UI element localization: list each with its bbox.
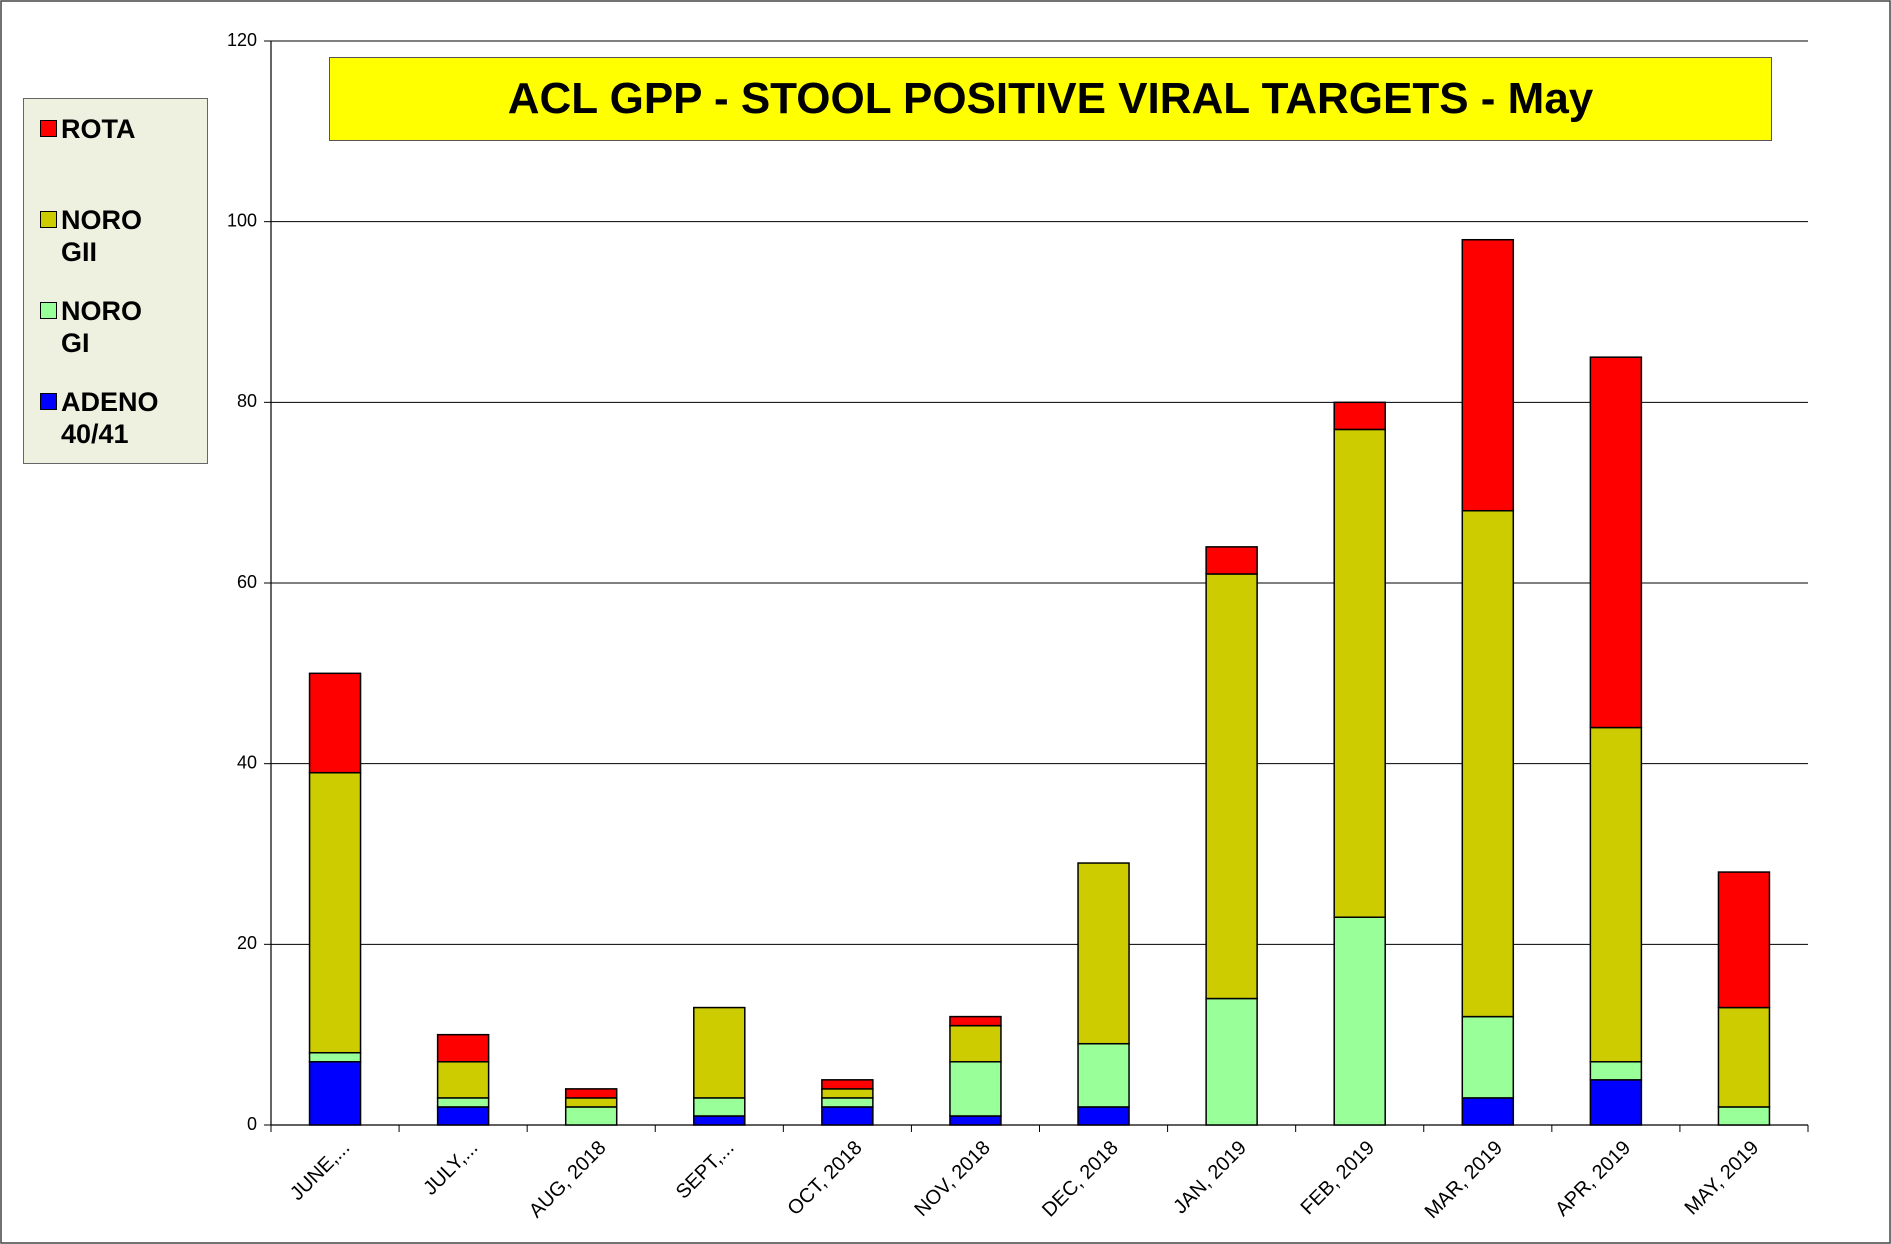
bar-segment	[308, 1051, 362, 1063]
bar-segment	[1717, 1106, 1771, 1126]
bar-segment	[1205, 573, 1258, 1000]
legend-label: NORO GI	[61, 296, 142, 359]
legend-item: ROTA	[32, 113, 199, 204]
bar-segment	[821, 1079, 874, 1090]
x-tick-label: SEPT,...	[672, 1137, 739, 1204]
bar-segment	[949, 1015, 1002, 1027]
legend-swatch	[40, 211, 57, 228]
y-tick-label: 40	[237, 752, 257, 772]
bar-segment	[1589, 1079, 1643, 1126]
y-tick-label: 0	[247, 1114, 257, 1134]
x-tick-label: AUG, 2018	[525, 1137, 611, 1223]
bar-segment	[436, 1097, 490, 1108]
bar-segment	[436, 1106, 490, 1126]
y-tick-label: 60	[237, 572, 257, 592]
legend-swatch	[40, 120, 57, 137]
x-tick-label: MAR, 2019	[1421, 1137, 1507, 1223]
legend-label: ROTA	[61, 114, 136, 144]
bar-segment	[1077, 1106, 1130, 1126]
bar-segment	[564, 1097, 618, 1108]
bar-segment	[1333, 428, 1386, 918]
bar-segment	[1717, 1006, 1771, 1108]
legend-swatch	[40, 393, 57, 410]
x-tick-label: MAY, 2019	[1681, 1137, 1764, 1220]
bar-segment	[436, 1033, 490, 1063]
bar-segment	[1589, 726, 1643, 1063]
bar-segment	[821, 1097, 874, 1108]
bar-segment	[821, 1106, 874, 1126]
bar-segment	[693, 1115, 746, 1126]
bar-segment	[949, 1024, 1002, 1063]
bar-segment	[308, 672, 362, 774]
x-tick-label: JULY,...	[419, 1137, 482, 1200]
bar-segment	[1205, 546, 1258, 575]
legend-item: NORO GI	[32, 295, 199, 386]
bar-segment	[1333, 916, 1386, 1126]
y-tick-label: 20	[237, 933, 257, 953]
bar-segment	[821, 1088, 874, 1099]
bar-segment	[436, 1061, 490, 1099]
x-tick-label: APR, 2019	[1551, 1137, 1635, 1221]
legend-item: ADENO 40/41	[32, 386, 199, 477]
bar-segment	[1589, 1061, 1643, 1081]
chart-title: ACL GPP - STOOL POSITIVE VIRAL TARGETS -…	[329, 57, 1772, 141]
x-tick-label: DEC, 2018	[1038, 1137, 1123, 1222]
bar-segment	[564, 1106, 618, 1126]
bar-segment	[1461, 1015, 1515, 1099]
bar-segment	[693, 1097, 746, 1117]
legend-swatch	[40, 302, 57, 319]
x-tick-label: OCT, 2018	[783, 1137, 866, 1220]
y-tick-label: 80	[237, 391, 257, 411]
legend-label: NORO GII	[61, 205, 142, 268]
bar-segment	[1717, 871, 1771, 1009]
bar-segment	[308, 771, 362, 1054]
bar-segment	[1461, 238, 1515, 512]
bar-segment	[1589, 356, 1643, 729]
bar-segment	[1077, 1042, 1130, 1108]
x-tick-label: JUNE,...	[286, 1137, 354, 1205]
bar-segment	[949, 1115, 1002, 1126]
bar-segment	[1461, 1097, 1515, 1126]
y-tick-label: 100	[227, 210, 257, 230]
legend: ROTA NORO GII NORO GI ADENO 40/41	[23, 98, 208, 464]
bar-segment	[1333, 401, 1386, 431]
bar-segment	[1205, 997, 1258, 1126]
bar-segment	[1077, 862, 1130, 1045]
y-tick-label: 120	[227, 30, 257, 50]
legend-item: NORO GII	[32, 204, 199, 295]
bar-segment	[1461, 509, 1515, 1018]
x-tick-label: JAN, 2019	[1169, 1137, 1251, 1219]
bar-segment	[564, 1088, 618, 1099]
bar-segment	[308, 1061, 362, 1126]
legend-label: ADENO 40/41	[61, 387, 159, 450]
bar-segment	[693, 1006, 746, 1099]
bar-segment	[949, 1061, 1002, 1117]
x-tick-label: NOV, 2018	[911, 1137, 995, 1221]
x-tick-label: FEB, 2019	[1297, 1137, 1379, 1219]
